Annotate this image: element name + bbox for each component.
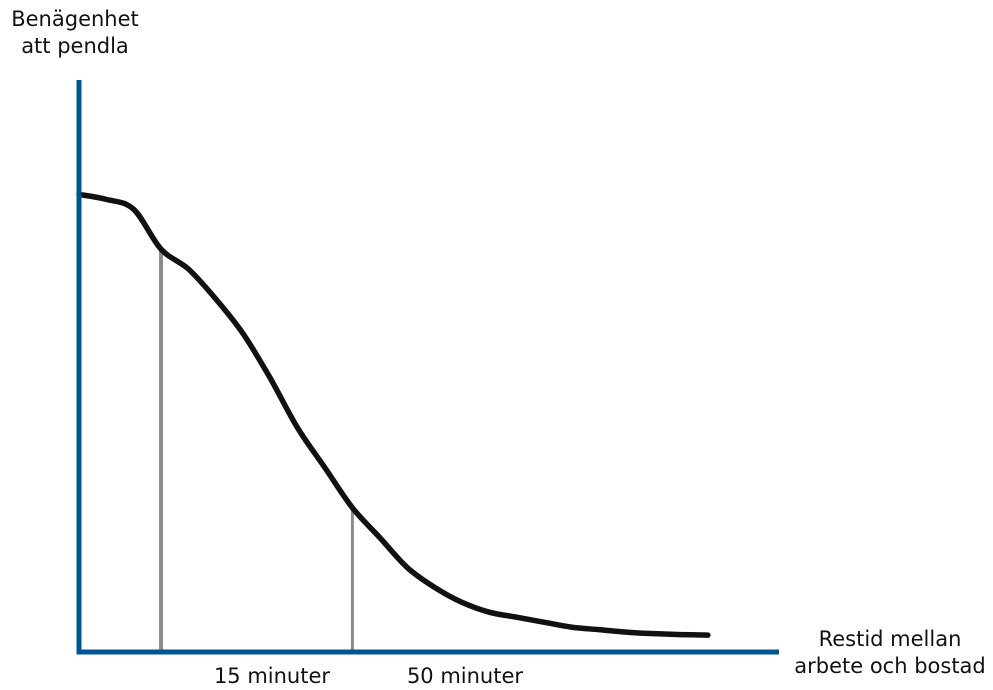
y-axis-label-line-1: Benägenhet (0, 6, 150, 33)
annotation-label-50: 50 minuter (385, 663, 545, 690)
y-axis-label: Benägenhet att pendla (0, 6, 150, 60)
x-axis-label-line-1: Restid mellan (790, 626, 990, 653)
y-axis-label-line-2: att pendla (0, 33, 150, 60)
annotation-label-15: 15 minuter (192, 663, 352, 690)
x-axis-label-line-2: arbete och bostad (790, 653, 990, 680)
reference-lines (161, 249, 352, 652)
series-curve (79, 194, 708, 635)
axes (77, 80, 780, 655)
x-axis-label: Restid mellan arbete och bostad (790, 626, 990, 680)
curve-layer (79, 194, 708, 635)
